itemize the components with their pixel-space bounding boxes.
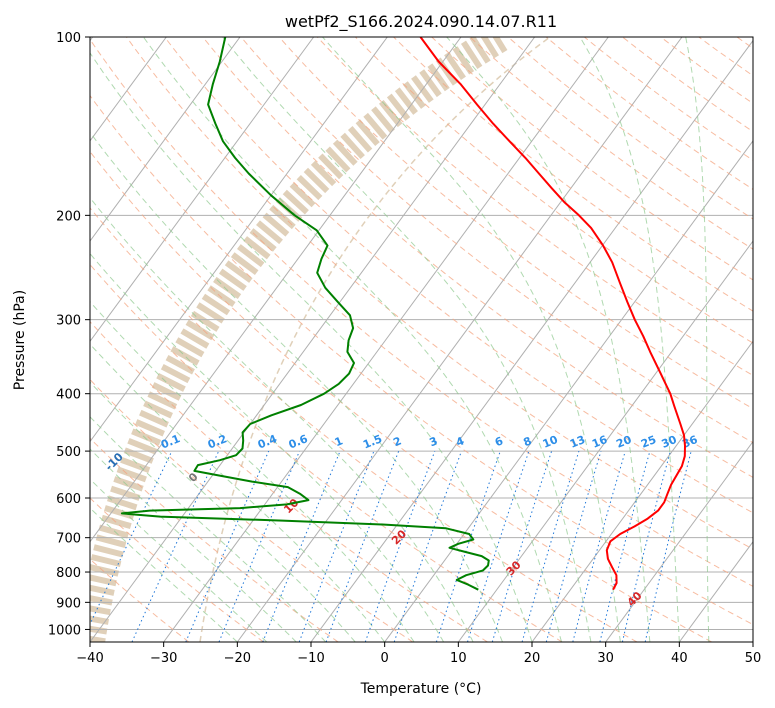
y-tick-label: 500 [56,445,81,460]
cold-curve [199,37,551,642]
moist-adiabats [90,37,710,642]
isotherm-line [163,37,609,642]
cold-curves [90,37,551,642]
mixing-ratio-line [491,450,553,642]
mixing-ratio-line [521,450,580,642]
mixing-ratio-lines [90,450,692,642]
moist-adiabat-line [90,52,533,642]
profile-line-1 [419,37,686,591]
y-tick-label: 300 [56,314,81,329]
dry-adiabat-line [316,37,753,377]
isotherm-line [90,37,167,142]
dry-adiabat-line [90,150,712,642]
plot-frame [89,36,754,643]
mixing-ratio-label: 30 [660,433,679,451]
isotherm-line [531,340,753,642]
mixing-ratio-label: 2 [391,434,403,449]
x-tick-label: 10 [450,651,467,666]
y-tick-label: 100 [56,31,81,46]
y-tick-label: 400 [56,388,81,403]
isotherm-line [90,37,315,343]
y-tick-label: 800 [56,566,81,581]
y-tick-label: 700 [56,532,81,547]
mixing-ratio-line [467,450,530,642]
x-tick-label: −40 [76,651,103,666]
profile-line-2 [120,37,490,591]
x-tick-label: 0 [381,651,389,666]
moist-adiabat-line [90,448,297,642]
mixing-ratio-line [298,450,375,642]
moist-adiabat-line [90,300,415,642]
mixing-ratio-label: 13 [568,433,587,451]
dry-adiabat-line [354,37,753,344]
x-axis-ticks: −40 −30 −20 −10 0 10 20 30 40 50 [76,642,761,666]
moist-adiabat-line [142,37,562,642]
moist-adiabat-line [90,416,327,642]
dry-adiabat-line [392,37,753,312]
dry-adiabat-line [90,321,488,642]
mixing-ratio-label: 3 [428,434,440,449]
dry-adiabat-line [202,37,753,478]
moist-adiabat-line [579,37,680,642]
mixing-ratio-label: 1 [333,434,345,449]
x-tick-label: 50 [745,651,762,666]
isotherms [90,37,753,642]
mixing-ratio-label: 10 [541,433,560,451]
y-tick-label: 900 [56,596,81,611]
y-axis-label: Pressure (hPa) [12,290,28,390]
isotherm-line [236,37,683,642]
y-tick-label: 200 [56,209,81,224]
mixing-ratio-line [325,450,400,642]
x-axis-label: Temperature (°C) [360,681,482,697]
dry-adiabat-line [90,38,753,587]
chart-title: wetPf2_S166.2024.090.14.07.R11 [285,12,557,32]
moist-adiabat-line [90,131,503,642]
x-tick-label: 30 [597,651,614,666]
dry-adiabat-line [90,94,753,626]
moist-adiabat-line [685,37,710,642]
x-tick-label: −20 [224,651,251,666]
dry-adiabat-line [90,207,638,642]
isotherm-line [605,440,753,642]
mixing-ratio-label: 25 [639,433,658,451]
moist-adiabat-line [90,343,386,642]
isotherm-line [90,37,536,642]
y-tick-label: 1000 [48,623,81,638]
gridlines [90,37,753,630]
dry-adiabat-line [125,37,753,550]
cold-curve [90,37,508,642]
mixing-ratio-label: 8 [522,434,534,449]
moist-adiabat-line [322,37,621,642]
y-axis-ticks: 100 200 300 400 500 600 700 800 900 1000 [48,31,90,638]
profile-series [120,37,686,591]
isotherm-line [90,37,241,242]
x-tick-label: −30 [150,651,177,666]
mixing-ratio-line [185,450,270,642]
mixing-ratio-label: 20 [614,433,633,451]
moist-adiabat-line [90,478,268,642]
mixing-ratio-line [131,450,220,642]
x-tick-label: 40 [671,651,688,666]
moist-adiabat-line [90,252,445,642]
dry-adiabat-line [163,37,753,514]
mixing-ratio-label: 16 [590,433,609,451]
isotherm-line [384,140,753,642]
dry-adiabat-line [90,263,563,642]
mixing-ratio-line [90,450,173,626]
moist-adiabat-line [222,37,592,642]
x-tick-label: 20 [524,651,541,666]
mixing-ratio-line [545,450,602,642]
isotherm-line [90,37,388,443]
plot-area: -100-90-80-70-60-50-40-30-20-10010203040… [90,37,753,642]
moist-adiabat-line [446,37,651,642]
isotherm-line [457,240,753,642]
moist-adiabat-line [90,507,238,642]
moist-adiabat-line [90,381,356,642]
y-tick-label: 600 [56,492,81,507]
mixing-ratio-line [572,450,626,642]
x-tick-label: −10 [297,651,324,666]
